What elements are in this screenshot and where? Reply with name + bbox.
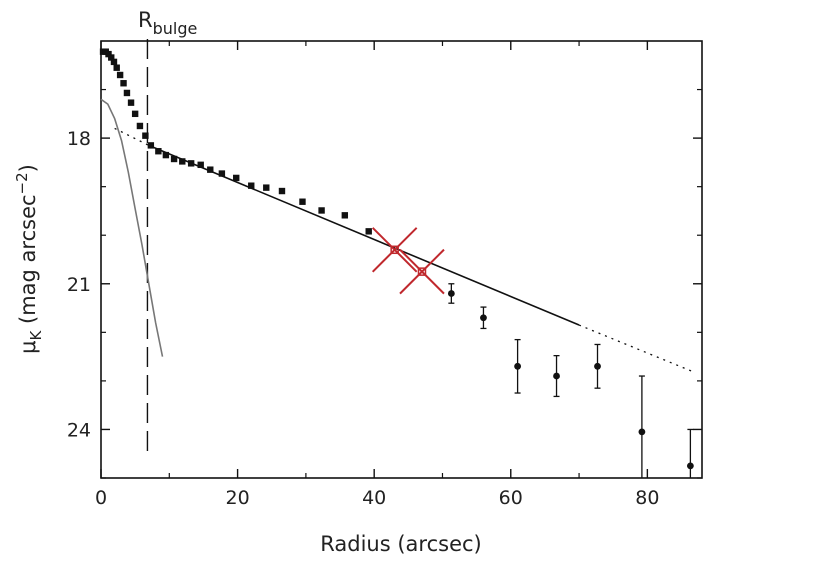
data-point-square <box>197 161 204 169</box>
highlight-cross-stroke <box>399 248 445 295</box>
highlight-markers <box>371 227 445 295</box>
x-tick-label: 80 <box>635 487 659 509</box>
data-point-square <box>116 71 124 79</box>
highlight-cross-stroke <box>371 227 418 273</box>
data-point-square <box>120 80 127 87</box>
y-axis-label-sub: K <box>27 330 45 341</box>
data-point-square <box>131 110 139 118</box>
bulge-fit-curve <box>100 98 164 357</box>
data-point-circle <box>447 290 455 297</box>
data-point-square <box>341 212 349 219</box>
y-tick-label: 18 <box>67 128 91 150</box>
data-points <box>99 48 694 478</box>
data-point-square <box>147 142 155 149</box>
data-point-circle <box>480 314 487 322</box>
data-point-square <box>233 174 240 182</box>
axis-ticks: 0 20 40 60 80 18 21 24 <box>67 41 702 509</box>
y-tick-label: 21 <box>67 274 91 296</box>
data-point-square <box>218 170 226 177</box>
data-point-square <box>127 99 135 106</box>
x-tick-label: 0 <box>95 487 107 509</box>
data-point-square <box>248 182 255 189</box>
y-axis-label-sup: −2 <box>13 172 31 194</box>
data-point-square <box>179 158 186 165</box>
y-tick-label: 24 <box>67 419 91 441</box>
highlight-point <box>417 267 427 276</box>
data-point-square <box>365 228 372 235</box>
data-point-square <box>108 54 115 61</box>
highlight-point <box>390 245 399 255</box>
x-tick-label: 60 <box>499 487 523 509</box>
data-point-square <box>155 148 162 155</box>
data-point-square <box>123 89 131 97</box>
x-tick-label: 20 <box>225 487 249 509</box>
y-axis-label: μK (mag arcsec−2) <box>13 164 45 354</box>
data-point-square <box>105 50 112 58</box>
data-point-circle <box>553 372 560 380</box>
bulge-radius-annotation-main: R <box>138 8 153 32</box>
y-axis-label-close: ) <box>16 164 40 172</box>
data-point-circle <box>514 362 522 370</box>
bulge-radius-annotation-sub: bulge <box>153 19 198 38</box>
y-axis-label-rest: (mag arcsec <box>16 194 40 330</box>
data-point-circle <box>638 428 646 436</box>
data-point-square <box>318 207 325 214</box>
data-point-square <box>170 155 178 163</box>
plot-frame <box>100 40 703 479</box>
bulge-radius-annotation: Rbulge <box>138 8 197 38</box>
data-point-square <box>162 151 170 159</box>
data-point-square <box>263 184 270 191</box>
x-axis-label: Radius (arcsec) <box>320 532 481 556</box>
data-point-square <box>136 122 144 130</box>
data-point-square <box>299 198 306 205</box>
data-point-square <box>110 58 118 66</box>
data-point-circle <box>686 462 694 470</box>
data-point-square <box>142 132 149 139</box>
data-point-circle <box>594 362 601 370</box>
data-point-square <box>187 160 195 167</box>
data-point-square <box>207 166 214 173</box>
data-point-square <box>278 187 286 195</box>
data-point-square <box>113 64 120 71</box>
x-tick-label: 40 <box>362 487 386 509</box>
y-axis-label-main: μ <box>16 341 40 354</box>
